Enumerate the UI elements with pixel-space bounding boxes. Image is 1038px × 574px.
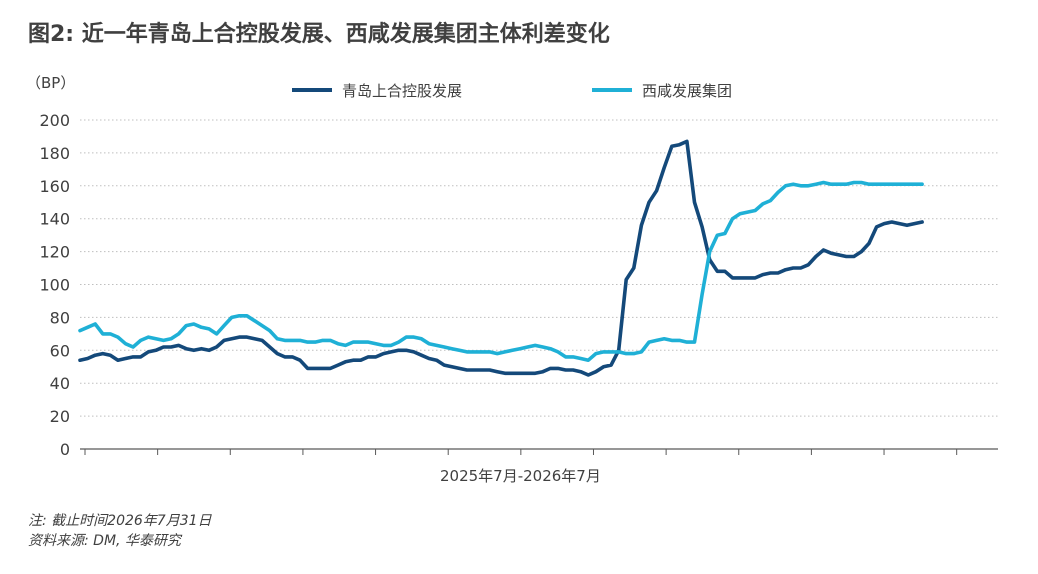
- y-tick-label-200: 200: [39, 111, 70, 130]
- series-line-xixian: [78, 180, 924, 363]
- legend-item-qingdao: 青岛上合控股发展: [292, 80, 462, 100]
- legend-label-xixian: 西咸发展集团: [642, 81, 733, 100]
- y-tick-label-160: 160: [39, 177, 70, 196]
- x-axis-label: 2025年7月-2026年7月: [440, 467, 601, 485]
- y-tick-label-0: 0: [60, 440, 70, 459]
- y-tick-label-100: 100: [39, 276, 70, 295]
- legend-label-qingdao: 青岛上合控股发展: [342, 81, 463, 100]
- chart-title: 图2: 近一年青岛上合控股发展、西咸发展集团主体利差变化: [28, 22, 610, 47]
- series-line-qingdao: [78, 139, 924, 377]
- source-note: 资料来源: DM, 华泰研究: [28, 533, 181, 549]
- y-tick-label-120: 120: [39, 243, 70, 262]
- y-tick-label-40: 40: [50, 374, 70, 393]
- footnote: 注: 截止时间2026年7月31日: [28, 513, 212, 529]
- y-tick-label-20: 20: [50, 407, 70, 426]
- y-tick-label-80: 80: [50, 308, 70, 327]
- y-tick-label-140: 140: [39, 210, 70, 229]
- y-axis-unit-label: （BP）: [26, 74, 76, 92]
- y-tick-label-60: 60: [50, 341, 70, 360]
- legend-swatch-qingdao: [292, 88, 332, 92]
- y-tick-label-180: 180: [39, 144, 70, 163]
- legend-item-xixian: 西咸发展集团: [592, 80, 732, 100]
- legend-swatch-xixian: [592, 88, 632, 92]
